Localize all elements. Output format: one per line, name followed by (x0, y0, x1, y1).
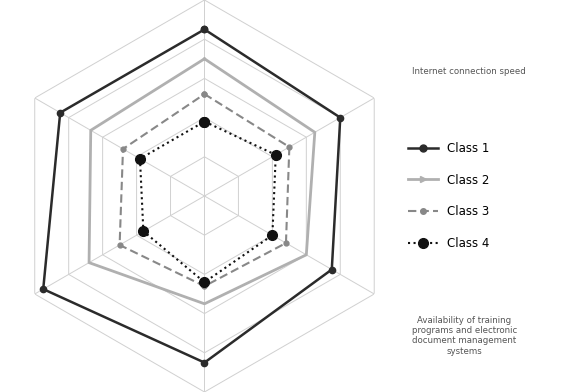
Legend: Class 1, Class 2, Class 3, Class 4: Class 1, Class 2, Class 3, Class 4 (403, 137, 494, 255)
Text: Internet connection speed: Internet connection speed (412, 67, 525, 76)
Text: Availability of training
programs and electronic
document management
systems: Availability of training programs and el… (412, 316, 517, 356)
